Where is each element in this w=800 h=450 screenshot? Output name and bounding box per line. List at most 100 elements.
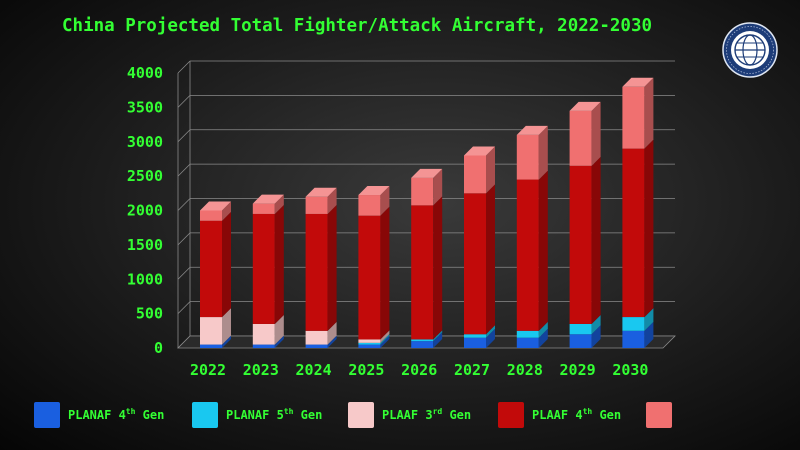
bar-front <box>516 134 539 180</box>
bar-side <box>222 201 231 221</box>
bar-front <box>358 344 381 348</box>
bar-segment <box>305 335 337 348</box>
gridline-depth <box>177 232 191 246</box>
chart-title: China Projected Total Fighter/Attack Air… <box>62 16 653 36</box>
bar-front <box>200 344 222 348</box>
bar-front <box>464 334 486 338</box>
bar-segment <box>358 330 390 343</box>
legend-label-base: PLAAF 4 <box>532 408 583 422</box>
bar-top <box>464 146 495 156</box>
bar-side <box>380 186 390 216</box>
legend: PLANAF 4th Gen PLANAF 5th Gen PLAAF 3rd Ge… <box>0 396 800 436</box>
bar-side <box>274 314 284 345</box>
bar-front <box>464 155 486 194</box>
bar-side <box>538 321 548 338</box>
logo-seal-icon <box>722 22 778 78</box>
bar-segment <box>358 335 390 348</box>
bar-segment <box>411 330 443 342</box>
bar-front <box>305 344 328 348</box>
x-tick-label: 2022 <box>190 361 226 379</box>
y-tick-label: 0 <box>154 339 163 357</box>
bar-side <box>591 314 601 335</box>
y-axis: 0 500 1000 1500 2000 2500 3000 3500 4000 <box>127 64 163 357</box>
bar-front <box>358 339 381 343</box>
bar-side <box>433 168 443 206</box>
gridline-depth <box>177 301 191 314</box>
legend-label-tail: Gen <box>293 408 323 422</box>
bar-front <box>252 323 275 345</box>
bar-front <box>358 342 381 345</box>
bar-segment <box>252 314 284 345</box>
bar-side <box>380 335 390 348</box>
legend-label-tail: Gen <box>135 408 165 422</box>
gridline-depth <box>177 163 191 177</box>
y-tick-label: 2500 <box>127 167 163 185</box>
legend-swatch <box>34 402 60 428</box>
bar-segment <box>569 156 601 324</box>
bar-front <box>411 205 434 340</box>
bar-front <box>200 317 222 345</box>
bar-side <box>222 308 231 345</box>
bar-side <box>327 321 337 345</box>
bar-side <box>644 139 654 318</box>
bars <box>200 77 654 348</box>
bar-segment <box>622 321 654 348</box>
bar-segment <box>200 308 231 345</box>
legend-swatch <box>646 402 672 428</box>
bar-side <box>327 204 337 331</box>
legend-label-sup: th <box>582 407 593 416</box>
x-tick-label: 2027 <box>454 361 490 379</box>
bar-side <box>486 328 495 348</box>
gridline-depth <box>177 266 191 280</box>
bar-front <box>569 334 592 348</box>
bar-front <box>411 339 434 342</box>
bar-front <box>569 110 592 166</box>
bar-side <box>274 194 284 214</box>
legend-label: PLAAF 3rd Gen <box>382 407 471 422</box>
bar-side <box>222 211 231 318</box>
bar-front <box>516 179 539 331</box>
bar-front <box>252 213 275 324</box>
bar-front <box>358 215 381 340</box>
bar-front <box>622 317 645 331</box>
bar-front <box>252 344 275 348</box>
bar-segment <box>411 196 443 340</box>
bar-front <box>516 330 539 338</box>
x-tick-label: 2028 <box>507 361 543 379</box>
bar-front <box>464 337 486 348</box>
x-tick-label: 2026 <box>401 361 437 379</box>
bar-side <box>274 335 284 348</box>
bar-front <box>622 148 645 318</box>
bar-segment <box>358 186 390 216</box>
legend-swatch <box>348 402 374 428</box>
legend-swatch <box>192 402 218 428</box>
bar-front <box>358 195 381 216</box>
bar-segment <box>252 335 284 348</box>
legend-label-tail: Gen <box>442 408 472 422</box>
legend-label-sup: rd <box>432 407 443 416</box>
bar-side <box>644 321 654 348</box>
x-axis: 2022 2023 2024 2025 2026 2027 2028 2029 2030 <box>190 361 649 379</box>
bar-segment <box>305 204 337 331</box>
bar-segment <box>305 187 337 214</box>
bar-side <box>380 333 390 345</box>
bar-front <box>200 210 222 221</box>
bar-side <box>327 335 337 348</box>
bar-side <box>486 325 495 338</box>
legend-label-sup: th <box>125 407 136 416</box>
bar-front <box>516 337 539 348</box>
bar-segment <box>464 325 495 338</box>
legend-label: PLAAF 4th Gen <box>532 407 621 422</box>
gridline-depth <box>177 129 191 143</box>
y-tick-label: 2000 <box>127 202 163 220</box>
y-tick-label: 1500 <box>127 236 163 254</box>
bar-front <box>411 341 434 348</box>
bar-side <box>433 196 443 340</box>
gridline-depth <box>177 95 191 108</box>
bar-segment <box>516 321 548 338</box>
bar-front <box>200 220 222 318</box>
bar-segment <box>516 170 548 331</box>
bar-segment <box>569 101 601 166</box>
bar-side <box>380 206 390 340</box>
